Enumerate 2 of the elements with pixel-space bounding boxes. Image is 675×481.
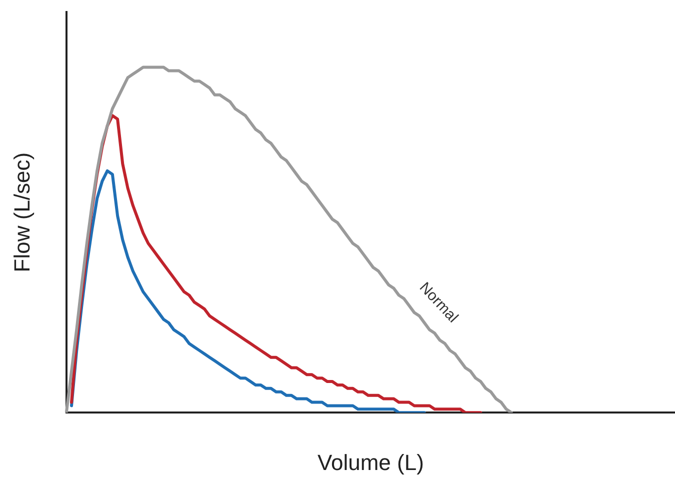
x-axis-title: Volume (L) <box>318 450 424 475</box>
y-axis-title: Flow (L/sec) <box>9 152 34 272</box>
